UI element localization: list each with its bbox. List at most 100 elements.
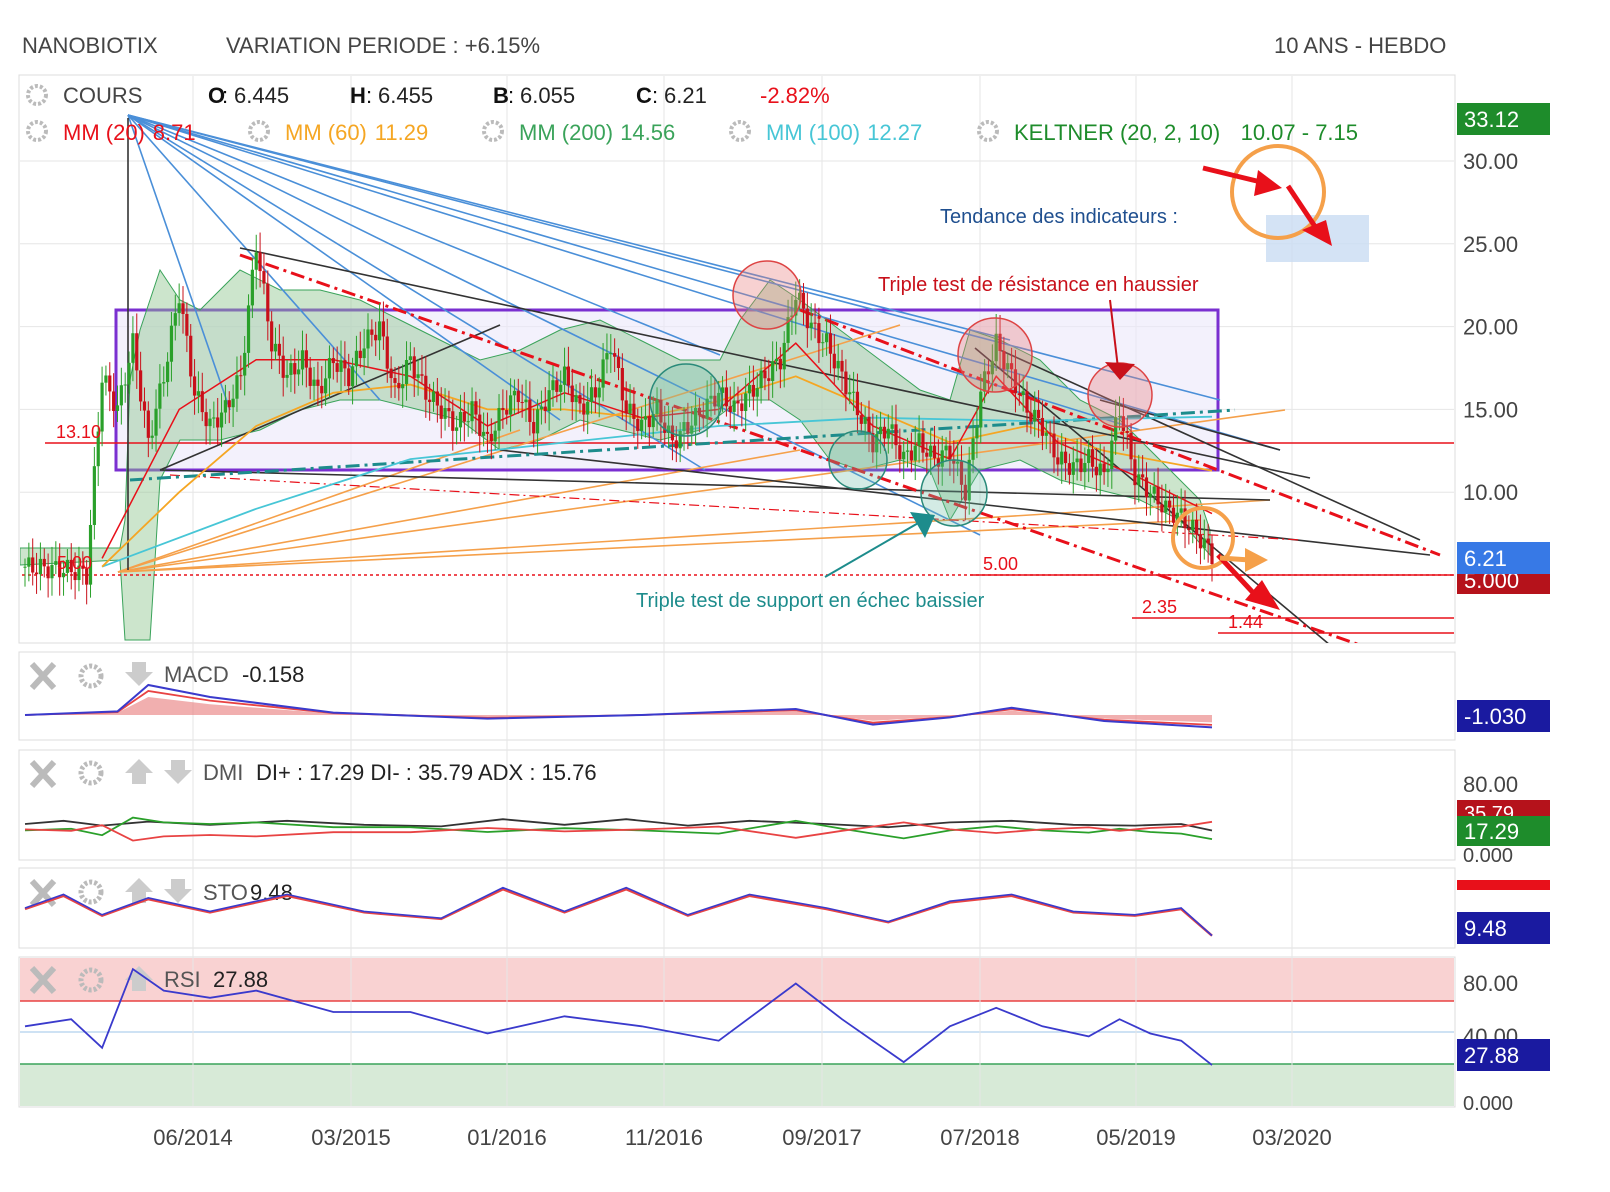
support-circle-3	[920, 459, 988, 527]
dmi-panel	[18, 749, 1456, 861]
candle-body	[959, 461, 964, 485]
max-price-text: 33.12	[1464, 107, 1519, 132]
candle-body	[720, 387, 725, 393]
candle-body	[443, 408, 447, 419]
indicator-gear-icon[interactable]	[248, 120, 270, 142]
candle-body	[435, 391, 439, 406]
candle-body	[485, 431, 490, 434]
red-channel-lines	[239, 253, 1441, 643]
candle-body	[1198, 534, 1203, 549]
variation-label: VARIATION PERIODE : +6.15%	[226, 33, 541, 58]
candle-body	[482, 431, 486, 436]
indicator-label: MM (100)	[766, 120, 860, 145]
candle-body	[343, 360, 347, 369]
candle-body	[258, 252, 262, 272]
sto-k-line	[24, 886, 1213, 937]
resistance-arrow-line	[1109, 299, 1119, 369]
gear-icon[interactable]	[78, 760, 104, 786]
rsi-overbought-zone	[20, 958, 1454, 1001]
trend-arrow-2-line	[1285, 184, 1319, 230]
arrow-up-icon[interactable]	[125, 878, 153, 903]
indicator-gear-icon[interactable]	[26, 120, 48, 142]
candle-body	[539, 406, 544, 410]
macd-line	[24, 683, 1213, 729]
candle-body	[1202, 538, 1206, 549]
trend-indicator-circle	[1230, 144, 1326, 240]
close-icon[interactable]	[29, 965, 57, 995]
candle-body	[227, 400, 231, 408]
candle-body	[759, 370, 763, 389]
candle-body	[223, 400, 228, 413]
candle-body	[158, 383, 162, 409]
candle-body	[1087, 449, 1091, 464]
candle-body	[104, 375, 108, 383]
candle-body	[1098, 463, 1102, 476]
candle-body	[169, 325, 174, 362]
candle-body	[216, 417, 220, 428]
candle-body	[790, 315, 794, 318]
candle-body	[570, 385, 574, 403]
low-value: 6.055	[520, 83, 575, 108]
close-value: 6.21	[664, 83, 707, 108]
arrow-up-icon[interactable]	[125, 759, 153, 784]
macd-histogram	[25, 697, 1212, 723]
candle-body	[1175, 512, 1179, 523]
candle-body	[281, 355, 285, 378]
x-axis: 06/2014 03/2015 01/2016 11/2016 09/2017 07/20…	[153, 1125, 1332, 1150]
candle-body	[605, 353, 609, 360]
candle-body	[990, 361, 994, 375]
candle-body	[420, 374, 424, 376]
candle-body	[412, 356, 416, 378]
candle-body	[1148, 493, 1152, 498]
candle-body	[917, 433, 921, 446]
candle-body	[894, 424, 898, 446]
candle-body	[1063, 451, 1068, 464]
candle-body	[497, 407, 501, 431]
arrow-down-icon[interactable]	[164, 879, 192, 903]
indicator-value: 11.29	[375, 120, 428, 145]
indicator-gear-icon[interactable]	[482, 120, 504, 142]
candle-body	[154, 408, 158, 436]
candle-body	[1067, 463, 1072, 475]
rsi-badge	[1457, 1039, 1550, 1071]
candle-body	[1060, 451, 1064, 465]
close-icon[interactable]	[29, 661, 57, 691]
candle-body	[616, 356, 621, 369]
candle-body	[81, 565, 85, 569]
candle-body	[77, 565, 81, 581]
arrow-down-icon[interactable]	[125, 662, 153, 686]
candle-body	[139, 370, 143, 402]
candle-body	[948, 445, 952, 460]
arrow-down-icon[interactable]	[164, 760, 192, 784]
candle-body	[150, 435, 154, 438]
indicator-gear-icon[interactable]	[729, 120, 751, 142]
gear-icon[interactable]	[78, 663, 104, 689]
candle-body	[805, 308, 809, 329]
candle-body	[162, 382, 166, 384]
candle-body	[38, 558, 43, 575]
candle-body	[535, 409, 540, 434]
arrow-up-icon[interactable]	[125, 966, 153, 991]
candle-body	[27, 557, 31, 567]
candle-body	[944, 445, 948, 451]
candle-body	[574, 395, 578, 403]
indicator-gear-icon[interactable]	[977, 120, 999, 142]
candle-body	[1191, 519, 1195, 531]
candle-body	[231, 398, 235, 408]
candle-body	[528, 399, 532, 422]
candle-body	[1029, 412, 1033, 422]
close-icon[interactable]	[29, 759, 57, 789]
candle-body	[354, 350, 359, 367]
gear-icon[interactable]	[78, 879, 104, 905]
support-label: Triple test de support en échec baissier	[636, 590, 985, 612]
open-colon: :	[222, 83, 228, 108]
gear-icon[interactable]	[78, 967, 104, 993]
candle-body	[728, 406, 732, 412]
candle-body	[1009, 363, 1014, 370]
bearish-arrow-head	[1245, 580, 1280, 610]
low-colon: :	[508, 83, 514, 108]
gear-icon[interactable]	[26, 84, 48, 106]
candle-body	[875, 434, 879, 453]
candle-body	[250, 269, 254, 306]
